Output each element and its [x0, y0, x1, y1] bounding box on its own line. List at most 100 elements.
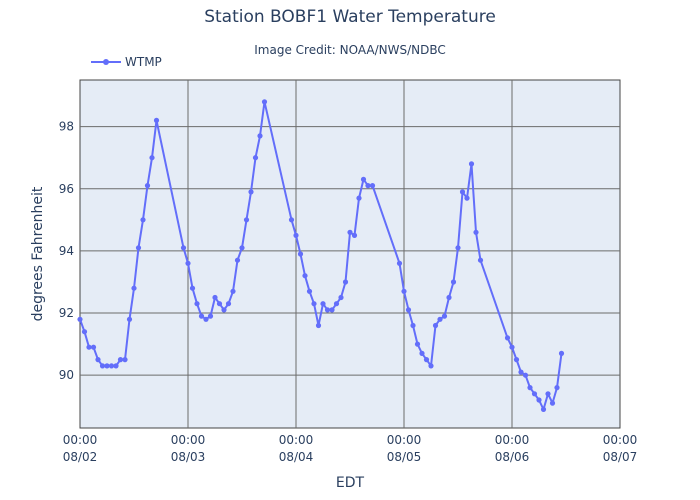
data-point[interactable] [464, 195, 470, 201]
data-point[interactable] [320, 301, 326, 307]
data-point[interactable] [135, 245, 142, 251]
data-point[interactable] [144, 183, 151, 189]
x-tick-labels: 00:00 08/02 00:00 08/03 00:00 08/04 00:00 08/05… [63, 433, 638, 464]
data-point[interactable] [194, 301, 200, 307]
data-point[interactable] [509, 344, 515, 350]
data-point[interactable] [351, 232, 358, 238]
plot-area [79, 79, 621, 429]
data-point[interactable] [230, 288, 236, 294]
data-point[interactable] [477, 257, 484, 263]
series-layer [77, 99, 565, 412]
data-point[interactable] [315, 322, 322, 329]
data-point[interactable] [203, 316, 209, 322]
data-point[interactable] [410, 322, 416, 329]
data-point[interactable] [104, 363, 110, 369]
data-point[interactable] [324, 307, 331, 313]
data-point[interactable] [522, 372, 529, 378]
data-point[interactable] [252, 155, 259, 161]
data-point[interactable] [234, 257, 241, 263]
data-point[interactable] [126, 316, 133, 322]
data-point[interactable] [207, 313, 214, 319]
data-point[interactable] [536, 397, 542, 403]
data-point[interactable] [558, 350, 565, 356]
data-point[interactable] [149, 155, 155, 161]
data-point[interactable] [473, 229, 479, 235]
data-point[interactable] [455, 245, 461, 251]
data-point[interactable] [504, 335, 511, 341]
data-point[interactable] [86, 344, 92, 350]
data-point[interactable] [437, 316, 443, 322]
x-tick-time: 00:00 [387, 433, 422, 447]
data-point[interactable] [554, 385, 560, 391]
data-point[interactable] [131, 285, 137, 291]
data-point[interactable] [428, 363, 434, 369]
data-point[interactable] [95, 357, 101, 363]
data-point[interactable] [333, 301, 340, 307]
data-point[interactable] [468, 161, 475, 167]
data-point[interactable] [153, 117, 160, 123]
data-point[interactable] [140, 217, 146, 223]
data-point[interactable] [311, 301, 317, 307]
data-point[interactable] [117, 357, 124, 363]
data-point[interactable] [198, 313, 205, 319]
data-point[interactable] [216, 301, 223, 307]
y-tick-label: 94 [59, 244, 74, 258]
x-tick-date: 08/02 [63, 450, 98, 464]
data-point[interactable] [122, 357, 128, 363]
data-point[interactable] [356, 195, 362, 201]
data-point[interactable] [185, 260, 191, 266]
data-point[interactable] [302, 273, 308, 279]
data-point[interactable] [248, 189, 254, 195]
x-tick-date: 08/03 [171, 450, 206, 464]
data-point[interactable] [239, 245, 245, 251]
data-point[interactable] [432, 322, 439, 329]
data-point[interactable] [545, 391, 551, 397]
data-point[interactable] [342, 279, 349, 285]
data-point[interactable] [221, 307, 227, 313]
data-point[interactable] [108, 363, 115, 369]
data-point[interactable] [513, 357, 520, 363]
data-point[interactable] [446, 294, 452, 301]
data-point[interactable] [360, 176, 367, 182]
data-point[interactable] [329, 307, 335, 313]
data-point[interactable] [243, 217, 250, 223]
data-point[interactable] [396, 260, 403, 266]
data-point[interactable] [338, 294, 344, 301]
data-point[interactable] [450, 279, 457, 285]
data-point[interactable] [518, 369, 524, 375]
data-point[interactable] [459, 189, 466, 195]
legend[interactable]: WTMP [91, 55, 162, 69]
data-point[interactable] [369, 183, 376, 189]
data-point[interactable] [306, 288, 313, 294]
data-point[interactable] [401, 288, 407, 294]
data-point[interactable] [257, 133, 263, 139]
data-point[interactable] [81, 329, 88, 335]
data-point[interactable] [90, 344, 97, 350]
data-point[interactable] [423, 357, 430, 363]
data-point[interactable] [212, 294, 218, 301]
data-point[interactable] [189, 285, 196, 291]
series-line-wtmp [79, 100, 563, 411]
data-point[interactable] [531, 391, 538, 397]
data-point[interactable] [414, 341, 421, 347]
data-point[interactable] [419, 350, 425, 356]
y-tick-labels: 90 92 94 96 98 [59, 120, 74, 383]
data-point[interactable] [549, 400, 556, 406]
data-point[interactable] [288, 217, 295, 223]
x-tick-time: 00:00 [171, 433, 206, 447]
data-point[interactable] [365, 183, 371, 189]
data-point[interactable] [441, 313, 448, 319]
data-point[interactable] [405, 307, 412, 313]
data-point[interactable] [527, 385, 533, 391]
data-point[interactable] [261, 99, 268, 105]
data-point[interactable] [297, 251, 304, 257]
data-point[interactable] [180, 245, 187, 251]
data-point[interactable] [293, 232, 299, 238]
data-point[interactable] [225, 301, 232, 307]
data-point[interactable] [347, 229, 353, 235]
data-point[interactable] [113, 363, 119, 369]
y-tick-label: 96 [59, 182, 74, 196]
data-point[interactable] [99, 363, 106, 369]
data-point[interactable] [77, 316, 83, 322]
data-point[interactable] [540, 406, 547, 412]
